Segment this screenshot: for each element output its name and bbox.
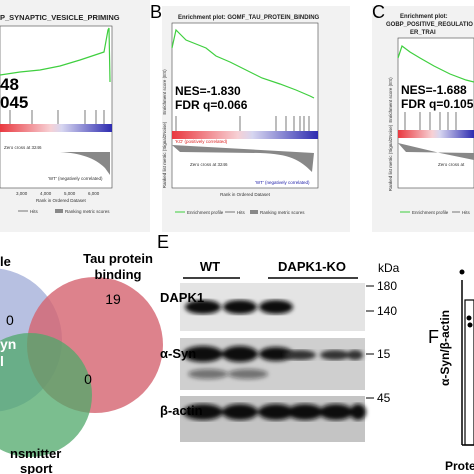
nes: 48: [0, 75, 19, 94]
zero-label: Zero cross at 3246: [4, 145, 42, 150]
hits: [175, 116, 310, 131]
y-label: Enrichment score (ES): [388, 77, 393, 123]
panel-e: E WT DAPK1-KO kDa DAPK1 α-Syn β-actin 1: [157, 232, 400, 442]
x-tick: 3,000: [16, 191, 28, 196]
set-label: nsmitter: [10, 446, 61, 461]
legend: Hits: [30, 209, 38, 214]
metric: [0, 152, 110, 175]
legend: Enrichment profile: [412, 210, 449, 215]
pos-label: 'KO' (positively correlated): [175, 139, 228, 144]
title: Enrichment plot:: [400, 14, 448, 20]
x-label: Rank in Ordered Dataset: [220, 192, 271, 197]
plot-frame: [397, 37, 474, 189]
panel-d: le Tau protein binding 19 0 yn l 0 nsmit…: [0, 251, 163, 474]
panel-f: F α-Syn/β-actin Prote: [428, 269, 474, 473]
hits: [404, 112, 457, 130]
x-label: Prote: [445, 459, 474, 473]
es-curve: [397, 45, 474, 83]
color-bar: [172, 131, 318, 139]
count: 0: [6, 312, 14, 328]
zero-label: Zero cross at 3246: [190, 162, 228, 167]
set-label: Tau protein: [83, 251, 153, 266]
neg-label: 'WT' (negatively correlated): [48, 176, 103, 181]
set-circle: [0, 333, 92, 457]
y-label: Ranked list metric (Signal2Noise): [162, 121, 167, 188]
y-label: Enrichment score (ES): [162, 69, 167, 115]
es-curve: [0, 27, 111, 83]
marker: 15: [377, 347, 391, 361]
plot-frame: [171, 22, 319, 189]
neg-label: 'WT' (negatively correlated): [255, 180, 310, 185]
count: 19: [105, 291, 121, 307]
y-label: α-Syn/β-actin: [438, 310, 452, 386]
fdr: FDR q=0.066: [175, 98, 248, 112]
hits: [9, 110, 105, 124]
nes: NES=-1.688: [401, 83, 467, 97]
fdr: FDR q=0.105: [401, 97, 474, 111]
plot-frame: [0, 25, 113, 189]
color-bar: [0, 124, 112, 132]
zero-label: Zero cross at: [438, 162, 465, 167]
x-label: Rank in Ordered Dataset: [36, 198, 87, 203]
metric: [398, 143, 474, 160]
count: 0: [84, 371, 92, 387]
legend: Enrichment profile: [187, 210, 224, 215]
color-bar: [398, 130, 474, 138]
y-label: Ranked list metric (Signal2Noise): [388, 124, 393, 191]
es-curve: [171, 28, 315, 99]
title: ER_TRAI: [410, 30, 436, 36]
x-tick: 4,000: [40, 191, 52, 196]
title: Enrichment plot: GOMF_TAU_PROTEIN_BINDIN…: [178, 15, 320, 21]
x-tick: 5,000: [64, 191, 76, 196]
group-label: DAPK1-KO: [278, 259, 346, 274]
letter: E: [157, 232, 169, 252]
panel-b: B Enrichment plot: GOMF_TAU_PROTEIN_BIND…: [150, 2, 350, 232]
letter: B: [150, 2, 162, 22]
marker: 140: [377, 304, 397, 318]
row-label: α-Syn: [160, 346, 196, 361]
title: GOBP_POSITIVE_REGULATIO: [386, 22, 473, 28]
metric: [172, 145, 314, 172]
row-label: β-actin: [160, 403, 203, 418]
letter: F: [428, 327, 439, 347]
blot: [180, 338, 365, 390]
set-label: sport: [20, 461, 53, 474]
x-tick: 6,000: [88, 191, 100, 196]
fdr: 045: [0, 93, 28, 112]
panel-c: C Enrichment plot: GOBP_POSITIVE_REGULAT…: [372, 2, 474, 232]
nes: NES=-1.830: [175, 84, 241, 98]
center: l: [0, 353, 4, 369]
panel-a: P_SYNAPTIC_VESICLE_PRIMING 48 045 Zero c…: [0, 0, 150, 232]
title: P_SYNAPTIC_VESICLE_PRIMING: [0, 13, 120, 22]
marker: 45: [377, 391, 391, 405]
set-label: le: [0, 254, 11, 269]
unit: kDa: [378, 261, 400, 275]
group-label: WT: [200, 259, 220, 274]
legend: Hits: [237, 210, 245, 215]
row-label: DAPK1: [160, 290, 204, 305]
center: yn: [0, 336, 16, 352]
legend: Ranking metric scores: [65, 209, 110, 214]
legend: Hits: [462, 210, 470, 215]
letter: C: [372, 2, 385, 22]
legend: Ranking metric scores: [260, 210, 305, 215]
set-label: binding: [95, 267, 142, 282]
marker: 180: [377, 279, 397, 293]
